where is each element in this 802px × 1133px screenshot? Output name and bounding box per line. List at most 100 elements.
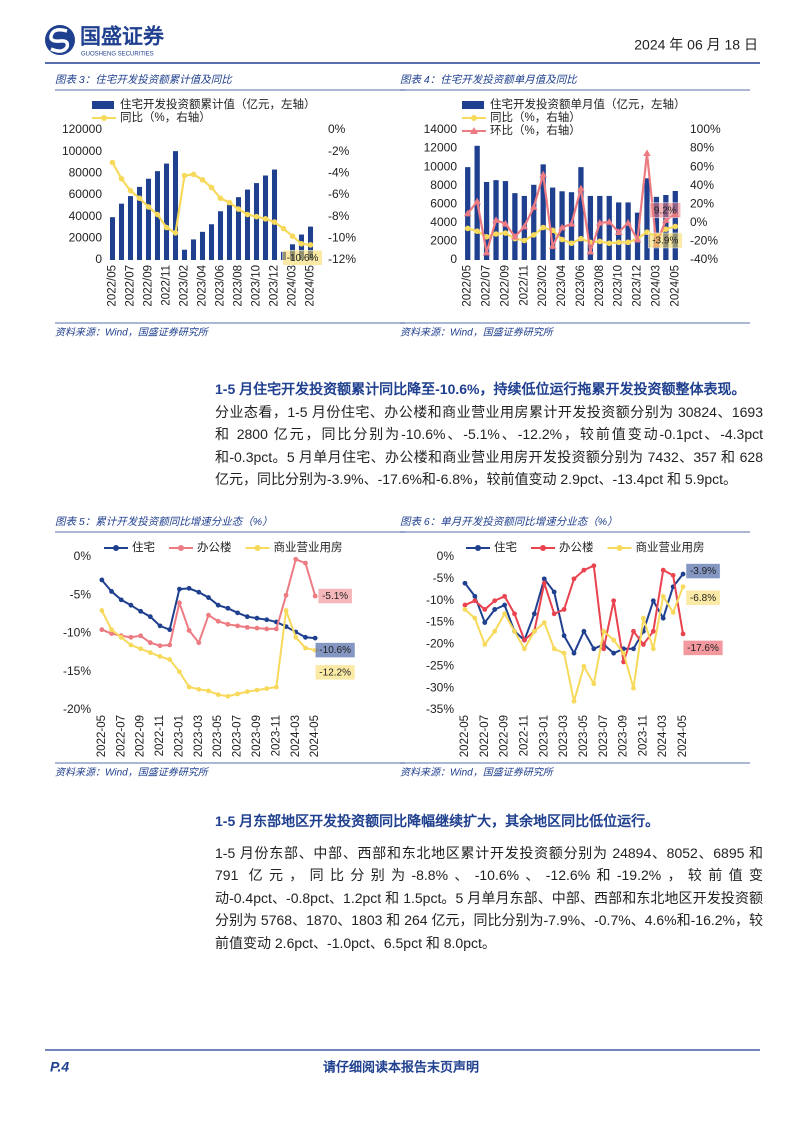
data-marker xyxy=(113,545,119,551)
x-tick-label: 2023-01 xyxy=(538,715,550,757)
y-tick-label: 0 xyxy=(95,252,102,266)
data-marker xyxy=(167,627,173,633)
data-marker xyxy=(196,640,202,646)
data-marker xyxy=(186,684,192,690)
y2-tick-label: 20% xyxy=(690,196,714,210)
data-marker xyxy=(541,576,547,582)
page-number: P.4 xyxy=(50,1059,69,1075)
data-marker xyxy=(633,235,642,243)
data-marker xyxy=(672,223,679,230)
bar xyxy=(190,239,197,260)
x-tick-label: 2023-05 xyxy=(212,715,224,757)
data-marker xyxy=(473,197,481,205)
data-marker xyxy=(512,611,517,617)
chart-caption: 图表 5：累计开发投资额同比增速分业态（%） xyxy=(55,516,273,528)
data-marker xyxy=(631,628,636,634)
chart-caption: 图表 6：单月开发投资额同比增速分业态（%） xyxy=(400,516,618,528)
data-marker xyxy=(186,585,192,591)
data-marker xyxy=(167,642,173,648)
data-marker xyxy=(464,225,471,232)
data-marker xyxy=(567,219,576,227)
data-marker xyxy=(541,580,547,586)
y-tick-label: -5% xyxy=(433,571,455,585)
data-marker xyxy=(307,242,314,248)
data-marker xyxy=(529,203,538,210)
data-marker xyxy=(178,545,184,551)
data-marker xyxy=(631,646,636,652)
y-tick-label: 100000 xyxy=(62,144,102,158)
data-marker xyxy=(660,567,666,573)
x-tick-label: 2023-11 xyxy=(637,715,649,756)
legend-label: 住宅开发投资额累计值（亿元，左轴） xyxy=(120,97,316,111)
data-marker xyxy=(663,226,669,232)
y-tick-label: 4000 xyxy=(430,215,457,229)
data-marker xyxy=(611,650,617,656)
data-marker xyxy=(640,615,646,621)
data-marker xyxy=(606,240,613,247)
data-marker xyxy=(531,628,537,634)
data-marker xyxy=(312,593,318,599)
data-label-box xyxy=(685,589,721,606)
data-marker xyxy=(650,646,656,652)
data-marker xyxy=(522,637,527,643)
data-marker xyxy=(551,611,557,617)
data-marker xyxy=(280,225,287,232)
data-marker xyxy=(621,650,626,656)
data-marker xyxy=(289,233,296,239)
y2-tick-label: 40% xyxy=(690,178,714,192)
data-marker xyxy=(190,171,197,178)
chart-source: 资料来源：Wind，国盛证券研究所 xyxy=(400,327,555,339)
data-marker xyxy=(596,219,604,226)
data-label-box xyxy=(282,250,323,266)
x-tick-label: 2022-05 xyxy=(96,715,108,757)
bar xyxy=(235,197,242,260)
data-marker xyxy=(530,232,537,238)
data-marker xyxy=(262,216,269,222)
data-marker xyxy=(680,571,686,577)
data-marker xyxy=(235,206,242,212)
y2-tick-label: 0% xyxy=(328,122,346,136)
data-marker xyxy=(559,236,565,243)
data-marker xyxy=(463,209,472,217)
chart-source: 资料来源：Wind，国盛证券研究所 xyxy=(55,327,210,339)
data-marker xyxy=(206,688,211,694)
x-tick-label: 2022/11 xyxy=(161,265,173,306)
data-marker xyxy=(522,646,527,652)
y-tick-label: 8000 xyxy=(430,178,457,192)
data-marker xyxy=(578,235,584,242)
data-label-box xyxy=(315,664,356,681)
x-tick-label: 2022-09 xyxy=(135,715,147,757)
data-marker xyxy=(611,637,617,643)
line xyxy=(100,610,316,698)
data-marker xyxy=(625,239,631,246)
data-marker xyxy=(293,556,299,562)
y2-tick-label: -2% xyxy=(328,144,350,158)
x-tick-label: 2023-07 xyxy=(598,715,610,757)
data-label-box xyxy=(647,232,683,249)
bar xyxy=(172,151,179,260)
data-marker xyxy=(531,611,537,617)
chart: 图表 5：累计开发投资额同比增速分业态（%） 资料来源：Wind，国盛证券研究所 0… xyxy=(55,516,405,779)
chart-source: 资料来源：Wind，国盛证券研究所 xyxy=(55,767,210,779)
chart-caption: 图表 4：住宅开发投资额单月值及同比 xyxy=(400,74,578,86)
data-marker xyxy=(271,219,278,225)
data-marker xyxy=(482,607,488,612)
y2-tick-label: -20% xyxy=(690,234,718,248)
data-label: -17.6% xyxy=(687,643,719,654)
data-marker xyxy=(244,689,250,695)
data-marker xyxy=(147,614,153,620)
data-marker xyxy=(215,692,221,698)
data-marker xyxy=(571,576,577,582)
x-tick-label: 2023/04 xyxy=(556,264,568,306)
data-marker xyxy=(591,646,597,652)
x-tick-label: 2023/10 xyxy=(613,265,625,307)
data-marker xyxy=(215,602,221,608)
legend-label: 办公楼 xyxy=(559,540,594,554)
data-marker xyxy=(614,228,623,235)
data-marker xyxy=(244,614,250,620)
report-date: 2024 年 06 月 18 日 xyxy=(634,37,758,53)
y2-tick-label: 100% xyxy=(690,122,721,136)
data-marker xyxy=(624,219,632,226)
